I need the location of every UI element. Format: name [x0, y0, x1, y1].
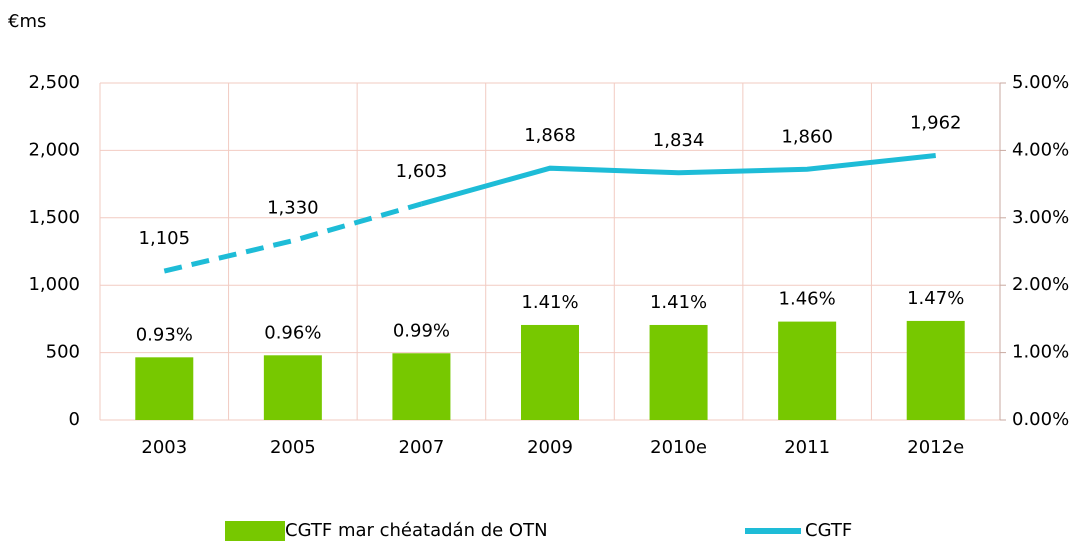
- y-tick-label: 500: [46, 342, 80, 363]
- line-value-label: 1,603: [396, 161, 448, 182]
- bar-value-label: 1.46%: [779, 289, 836, 310]
- bar-value-label: 0.93%: [136, 324, 193, 345]
- x-tick-label: 2003: [141, 437, 187, 458]
- bar: [521, 324, 579, 420]
- line-value-label: 1,868: [524, 125, 576, 146]
- x-tick-label: 2010e: [650, 437, 707, 458]
- line-value-label: 1,860: [781, 126, 833, 147]
- bar-value-label: 0.96%: [264, 322, 321, 343]
- line: [420, 153, 936, 207]
- line-value-label: 1,330: [267, 198, 319, 219]
- bar: [135, 357, 194, 420]
- y-tick-label: 2,500: [28, 72, 80, 93]
- bar-value-label: 1.41%: [521, 292, 578, 313]
- bar: [649, 324, 708, 420]
- bar: [906, 320, 965, 420]
- bar-value-label: 1.47%: [907, 288, 964, 309]
- bar-value-label: 1.41%: [650, 292, 707, 313]
- x-tick-label: 2007: [399, 437, 445, 458]
- bar-value-label: 0.99%: [393, 320, 450, 341]
- y2-tick-label: 5.00%: [1012, 72, 1069, 93]
- y-tick-label: 2,000: [28, 139, 80, 160]
- y2-tick-label: 2.00%: [1012, 274, 1069, 295]
- x-tick-label: 2005: [270, 437, 316, 458]
- y-tick-label: 1,500: [28, 207, 80, 228]
- line-value-label: 1,105: [139, 228, 191, 249]
- y2-tick-label: 3.00%: [1012, 207, 1069, 228]
- line-value-label: 1,962: [910, 113, 962, 134]
- legend-label: CGTF mar chéatadán de OTN: [285, 520, 548, 541]
- legend-label: CGTF: [805, 520, 852, 541]
- y-tick-label: 0: [69, 409, 80, 430]
- bar: [263, 355, 322, 420]
- x-tick-label: 2011: [784, 437, 830, 458]
- bar: [392, 353, 451, 420]
- y-tick-label: 1,000: [28, 274, 80, 295]
- bar: [778, 321, 837, 420]
- x-tick-label: 2009: [527, 437, 573, 458]
- y2-tick-label: 0.00%: [1012, 409, 1069, 430]
- legend-swatch: [225, 521, 285, 541]
- line-value-label: 1,834: [653, 130, 705, 151]
- line-dashed: [163, 201, 423, 274]
- y2-tick-label: 4.00%: [1012, 139, 1069, 160]
- y-axis-label: €ms: [8, 11, 46, 32]
- x-tick-label: 2012e: [907, 437, 964, 458]
- y2-tick-label: 1.00%: [1012, 342, 1069, 363]
